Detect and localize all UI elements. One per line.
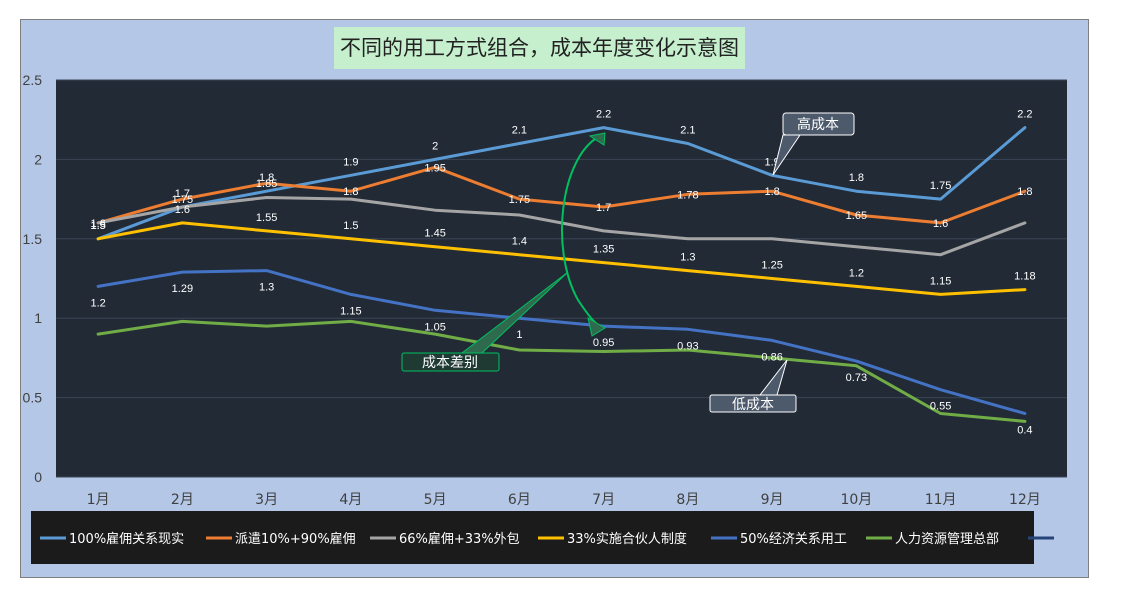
data-label: 1.55 xyxy=(256,212,277,224)
data-label: 1.6 xyxy=(90,218,105,230)
x-tick-label: 11月 xyxy=(925,492,957,508)
data-label: 1.45 xyxy=(424,228,445,240)
data-label: 1.5 xyxy=(90,220,105,232)
data-label: 1.15 xyxy=(930,275,951,287)
data-label: 0.73 xyxy=(846,372,867,384)
series-line xyxy=(96,319,1027,423)
data-label: 1.75 xyxy=(930,180,951,192)
data-label: 1.7 xyxy=(175,188,190,200)
gridlines xyxy=(56,79,1067,478)
cost-gap-label: 成本差别 xyxy=(422,355,478,371)
data-label: 1.9 xyxy=(343,156,358,168)
data-label: 1.8 xyxy=(343,186,358,198)
legend-label: 派遣10%+90%雇佣 xyxy=(235,531,356,547)
data-label: 1.15 xyxy=(340,305,361,317)
data-label: 1.65 xyxy=(846,210,867,222)
data-labels: 1.51.71.81.922.12.22.11.91.81.752.21.61.… xyxy=(90,109,1035,437)
data-label: 1.8 xyxy=(259,172,274,184)
difference-arrow xyxy=(561,136,599,324)
data-label: 1 xyxy=(516,329,522,341)
data-label: 0.4 xyxy=(1017,424,1032,436)
x-tick-label: 9月 xyxy=(761,492,784,508)
data-label: 1.3 xyxy=(259,282,274,294)
y-tick-label: 1.5 xyxy=(23,231,43,247)
data-label: 1.75 xyxy=(509,194,530,206)
x-tick-label: 2月 xyxy=(171,492,194,508)
data-label: 1.29 xyxy=(172,283,193,295)
y-tick-label: 0.5 xyxy=(23,390,43,406)
data-label: 0.55 xyxy=(930,401,951,413)
data-label: 0.95 xyxy=(593,337,614,349)
legend-label: 50%经济关系用工 xyxy=(740,532,847,547)
data-label: 2.1 xyxy=(512,125,527,137)
data-label: 1.5 xyxy=(90,220,105,232)
x-tick-label: 12月 xyxy=(1009,492,1041,508)
series-line xyxy=(96,165,1027,225)
data-label: 1.3 xyxy=(680,252,695,264)
arrow-head xyxy=(587,316,606,337)
legend-label: 66%雇佣+33%外包 xyxy=(399,531,520,547)
data-label: 1.2 xyxy=(90,297,105,309)
data-label: 1.5 xyxy=(343,220,358,232)
data-label: 2.2 xyxy=(1017,109,1032,121)
x-tick-label: 3月 xyxy=(255,492,278,508)
low-cost-label: 低成本 xyxy=(732,397,774,413)
legend-label: 人力资源管理总部 xyxy=(895,532,999,547)
x-tick-label: 1月 xyxy=(87,492,110,508)
data-label: 1.2 xyxy=(849,267,864,279)
x-tick-label: 5月 xyxy=(424,492,447,508)
y-tick-label: 0 xyxy=(34,469,42,485)
x-axis: 1月 2月 3月 4月 5月 6月 7月 8月 9月 10月 11月 12月 xyxy=(87,492,1041,508)
x-tick-label: 7月 xyxy=(592,492,615,508)
series-line xyxy=(96,126,1027,241)
callout-box xyxy=(401,352,500,372)
x-tick-label: 4月 xyxy=(339,492,362,508)
legend-label: 33%实施合伙人制度 xyxy=(567,531,687,547)
data-label: 2.2 xyxy=(596,109,611,121)
data-label: 1.85 xyxy=(256,178,277,190)
arrow-tail xyxy=(588,132,606,146)
data-label: 1.8 xyxy=(849,172,864,184)
data-label: 1.8 xyxy=(764,186,779,198)
data-label: 1.75 xyxy=(172,194,193,206)
data-label: 0.93 xyxy=(677,340,698,352)
legend-label: 100%雇佣关系现实 xyxy=(69,531,184,547)
data-label: 1.6 xyxy=(175,204,190,216)
data-label: 0.86 xyxy=(761,351,782,363)
data-label: 1.05 xyxy=(424,321,445,333)
data-label: 1.6 xyxy=(933,218,948,230)
high-cost-label: 高成本 xyxy=(797,116,839,133)
y-tick-label: 2.5 xyxy=(23,72,43,88)
data-label: 1.78 xyxy=(677,189,698,201)
data-label: 1.35 xyxy=(593,244,614,256)
data-label: 1.95 xyxy=(424,162,445,174)
data-label: 1.25 xyxy=(761,260,782,272)
callout-box xyxy=(782,112,855,136)
x-tick-label: 10月 xyxy=(840,492,872,508)
x-tick-label: 6月 xyxy=(508,492,531,508)
data-label: 1.8 xyxy=(1017,186,1032,198)
chart-title: 不同的用工方式组合，成本年度变化示意图 xyxy=(334,27,745,69)
y-tick-label: 1 xyxy=(34,310,42,326)
legend-items: 100%雇佣关系现实 派遣10%+90%雇佣 66%雇佣+33%外包 33%实施合伙人… xyxy=(40,531,1054,547)
data-label: 1.4 xyxy=(512,236,527,248)
data-label: 2.1 xyxy=(680,125,695,137)
data-label: 1.18 xyxy=(1014,271,1035,283)
y-tick-label: 2 xyxy=(34,151,42,167)
data-label: 1.7 xyxy=(596,202,611,214)
data-label: 2 xyxy=(432,140,438,152)
series-line xyxy=(96,269,1027,415)
y-axis: 0 0.5 1 1.5 2 2.5 xyxy=(23,72,43,485)
x-tick-label: 8月 xyxy=(676,492,699,508)
callout-box xyxy=(709,394,797,413)
series-line xyxy=(96,221,1027,296)
